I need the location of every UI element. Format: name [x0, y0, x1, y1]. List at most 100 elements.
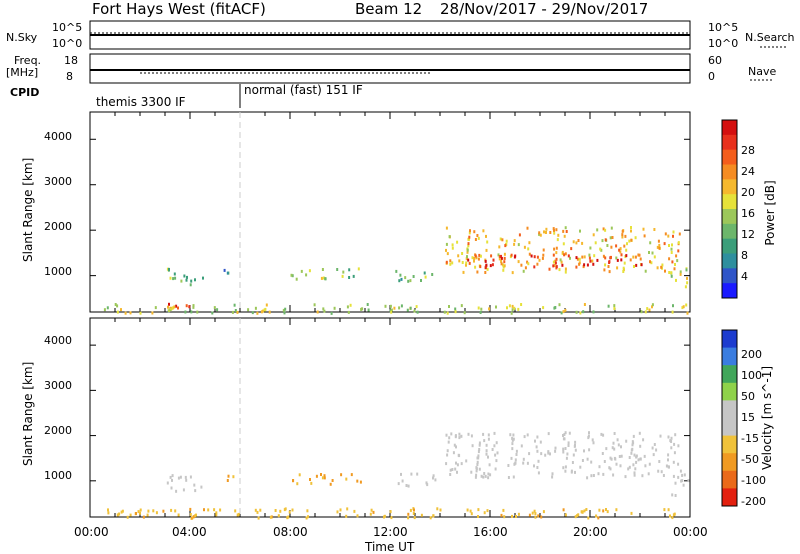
power-data-cell: [192, 305, 195, 309]
velocity-data-cell: [673, 512, 676, 516]
velocity-colorbar-cell: [722, 435, 737, 454]
velocity-data-cell: [306, 509, 309, 513]
power-data-cell: [630, 238, 633, 242]
nsearch-tick-top: 10^5: [708, 21, 739, 34]
power-data-cell: [393, 306, 396, 310]
power-data-cell: [553, 247, 556, 251]
date-range: 28/Nov/2017 - 29/Nov/2017: [440, 0, 649, 18]
power-data-cell: [172, 306, 175, 310]
velocity-data-cell: [585, 508, 588, 511]
velocity-data-cell: [458, 436, 461, 440]
velocity-data-cell: [291, 508, 294, 512]
power-data-cell: [653, 228, 656, 231]
power-data-cell: [300, 269, 303, 273]
velocity-data-cell: [660, 470, 663, 474]
power-data-cell: [443, 310, 446, 314]
power-data-cell: [610, 226, 613, 230]
power-data-cell: [562, 229, 565, 233]
power-data-cell: [638, 253, 641, 257]
velocity-data-cell: [298, 473, 301, 477]
velocity-data-cell: [254, 508, 257, 512]
power-data-cell: [607, 265, 610, 268]
velocity-data-cell: [410, 472, 413, 476]
power-data-cell: [673, 267, 676, 271]
power-data-cell: [465, 257, 468, 261]
power-data-cell: [555, 257, 558, 261]
power-colorbar-cell: [722, 283, 737, 299]
power-cbar-tick-20: 20: [741, 186, 755, 199]
velocity-data-cell: [634, 467, 637, 471]
velocity-data-cell: [296, 482, 299, 486]
power-data-cell: [608, 260, 611, 264]
power-data-cell: [468, 237, 470, 241]
power-data-cell: [116, 304, 119, 308]
power-data-cell: [466, 250, 469, 254]
power-data-cell: [184, 310, 187, 314]
power-data-cell: [686, 281, 689, 285]
power-data-cell: [624, 234, 627, 238]
power-data-cell: [173, 272, 176, 276]
power-data-cell: [513, 306, 516, 310]
velocity-cbar-tick-minus100: -100: [741, 474, 766, 487]
nave-tick-bottom: 0: [708, 70, 715, 83]
xtick-1600: 16:00: [473, 525, 508, 539]
power-data-cell: [499, 237, 502, 241]
power-data-cell: [291, 274, 294, 278]
velocity-data-cell: [659, 434, 662, 438]
velocity-data-cell: [307, 515, 309, 519]
power-data-cell: [639, 257, 642, 261]
velocity-data-cell: [129, 513, 132, 517]
power-data-cell: [491, 263, 494, 267]
velocity-data-cell: [120, 510, 123, 514]
velocity-data-cell: [583, 449, 585, 453]
velocity-data-cell: [564, 513, 567, 517]
power-data-cell: [676, 259, 679, 263]
velocity-ytick-3000: 3000: [44, 379, 72, 392]
velocity-data-cell: [644, 464, 647, 468]
velocity-data-cell: [139, 508, 142, 512]
power-colorbar-cell: [722, 223, 737, 240]
velocity-data-cell: [493, 444, 496, 448]
power-data-cell: [445, 260, 448, 264]
power-data-cell: [615, 244, 618, 248]
power-data-cell: [591, 259, 594, 263]
velocity-data-cell: [455, 461, 457, 465]
power-data-cell: [570, 247, 573, 251]
velocity-ytick-1000: 1000: [44, 469, 72, 482]
velocity-data-cell: [451, 468, 454, 471]
velocity-data-cell: [369, 512, 372, 516]
power-data-cell: [586, 263, 589, 267]
velocity-frame: [89, 317, 691, 518]
velocity-data-cell: [429, 516, 432, 520]
velocity-data-cell: [610, 457, 613, 461]
power-data-cell: [594, 241, 597, 245]
velocity-data-cell: [512, 475, 515, 479]
power-data-cell: [579, 311, 582, 315]
velocity-data-cell: [537, 514, 540, 518]
power-data-cell: [577, 239, 580, 242]
power-data-cell: [648, 308, 651, 312]
power-data-cell: [685, 303, 688, 307]
power-colorbar: [721, 119, 738, 299]
velocity-data-cell: [515, 449, 518, 453]
power-data-cell: [517, 243, 520, 247]
power-data-cell: [634, 236, 637, 240]
power-data-cell: [474, 254, 477, 258]
power-data-cell: [247, 308, 250, 312]
power-data-cell: [671, 243, 673, 247]
power-data-cell: [575, 310, 578, 314]
velocity-data-cell: [477, 450, 480, 454]
velocity-data-cell: [566, 452, 569, 456]
power-data-cell: [611, 236, 614, 239]
velocity-data-cell: [496, 451, 499, 455]
velocity-data-cell: [536, 449, 539, 453]
velocity-data-cell: [487, 433, 490, 437]
velocity-data-cell: [667, 508, 670, 512]
velocity-data-cell: [635, 460, 638, 464]
power-data-cell: [569, 256, 571, 260]
velocity-data-cell: [107, 511, 110, 515]
power-data-cell: [560, 260, 563, 264]
velocity-data-cell: [487, 472, 490, 476]
power-data-cell: [608, 270, 611, 274]
power-data-cell: [451, 261, 454, 265]
